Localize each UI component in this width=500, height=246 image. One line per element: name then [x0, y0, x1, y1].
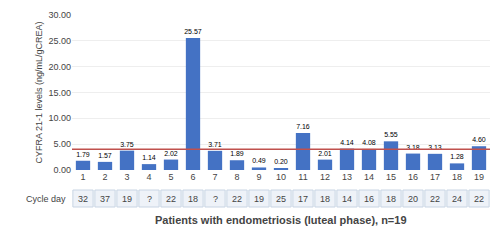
svg-text:4.08: 4.08	[362, 139, 376, 146]
svg-text:2: 2	[102, 172, 107, 182]
svg-text:0.49: 0.49	[252, 157, 266, 164]
svg-text:12: 12	[320, 172, 330, 182]
svg-text:18: 18	[320, 194, 330, 204]
svg-text:37: 37	[100, 194, 110, 204]
svg-text:?: ?	[213, 194, 218, 204]
svg-text:3.75: 3.75	[120, 141, 134, 148]
svg-text:19: 19	[254, 194, 264, 204]
svg-text:Cycle day: Cycle day	[26, 194, 66, 204]
svg-text:16: 16	[364, 194, 374, 204]
svg-text:20.00: 20.00	[48, 62, 71, 72]
svg-text:10.00: 10.00	[48, 113, 71, 123]
svg-text:20: 20	[408, 194, 418, 204]
svg-text:?: ?	[147, 194, 152, 204]
svg-text:13: 13	[342, 172, 352, 182]
svg-text:7: 7	[212, 172, 217, 182]
svg-text:0.20: 0.20	[274, 158, 288, 165]
svg-text:3.18: 3.18	[406, 144, 420, 151]
svg-text:5: 5	[168, 172, 173, 182]
svg-text:19: 19	[122, 194, 132, 204]
svg-text:24: 24	[452, 194, 462, 204]
svg-text:1: 1	[80, 172, 85, 182]
svg-text:5.00: 5.00	[53, 139, 71, 149]
svg-text:18: 18	[452, 172, 462, 182]
svg-text:4: 4	[146, 172, 151, 182]
svg-text:19: 19	[474, 172, 484, 182]
svg-text:25: 25	[276, 194, 286, 204]
svg-text:17: 17	[298, 194, 308, 204]
svg-text:8: 8	[234, 172, 239, 182]
svg-text:22: 22	[166, 194, 176, 204]
svg-text:14: 14	[364, 172, 374, 182]
svg-text:14: 14	[342, 194, 352, 204]
svg-text:22: 22	[232, 194, 242, 204]
svg-text:2.01: 2.01	[318, 150, 332, 157]
svg-text:11: 11	[298, 172, 307, 182]
svg-text:1.79: 1.79	[76, 151, 90, 158]
svg-text:3.71: 3.71	[208, 141, 222, 148]
svg-text:22: 22	[474, 194, 484, 204]
svg-text:1.28: 1.28	[450, 153, 464, 160]
svg-text:CYFRA 21-1 levels (ng/mL/gCREA: CYFRA 21-1 levels (ng/mL/gCREA)	[34, 21, 44, 163]
svg-text:5.55: 5.55	[384, 131, 398, 138]
svg-text:7.16: 7.16	[296, 123, 310, 130]
svg-text:1.89: 1.89	[230, 150, 244, 157]
svg-text:17: 17	[430, 172, 440, 182]
svg-text:22: 22	[430, 194, 440, 204]
svg-text:18: 18	[188, 194, 198, 204]
svg-text:32: 32	[78, 194, 88, 204]
svg-text:4.60: 4.60	[472, 136, 486, 143]
svg-text:9: 9	[256, 172, 261, 182]
svg-text:3: 3	[124, 172, 129, 182]
svg-text:1.57: 1.57	[98, 152, 112, 159]
svg-text:0.00: 0.00	[53, 165, 71, 175]
svg-text:25.00: 25.00	[48, 36, 71, 46]
svg-text:4.14: 4.14	[340, 139, 354, 146]
svg-text:25.57: 25.57	[184, 28, 202, 35]
svg-text:2.02: 2.02	[164, 150, 178, 157]
svg-text:15: 15	[386, 172, 396, 182]
svg-text:10: 10	[276, 172, 286, 182]
svg-text:3.13: 3.13	[428, 144, 442, 151]
svg-text:Patients with endometriosis (l: Patients with endometriosis (luteal phas…	[155, 214, 407, 226]
svg-text:15.00: 15.00	[48, 88, 71, 98]
svg-text:1.14: 1.14	[142, 154, 156, 161]
svg-text:6: 6	[190, 172, 195, 182]
svg-text:16: 16	[408, 172, 418, 182]
svg-text:18: 18	[386, 194, 396, 204]
svg-text:30.00: 30.00	[48, 10, 71, 20]
